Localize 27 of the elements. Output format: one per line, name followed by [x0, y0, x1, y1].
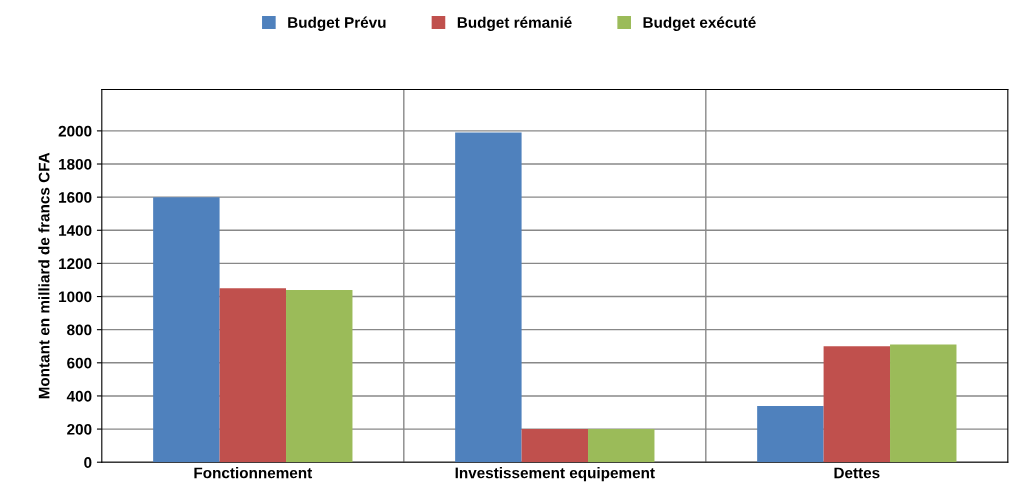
- bar: [890, 344, 957, 463]
- bar: [823, 346, 891, 463]
- y-tick-label: 1000: [59, 291, 92, 303]
- y-axis-title: Montant en milliard de francs CFA: [38, 152, 50, 399]
- y-tick-label: 0: [84, 457, 92, 468]
- bar: [219, 288, 287, 463]
- legend-label: Budget exécuté: [643, 16, 756, 31]
- x-tick-label: Fonctionnement: [194, 467, 313, 479]
- bar: [757, 405, 824, 463]
- bar: [286, 289, 353, 463]
- bar: [455, 132, 522, 463]
- y-tick-label: 2000: [58, 125, 92, 137]
- y-tick-label: 400: [66, 390, 92, 402]
- bar: [521, 429, 589, 463]
- legend-label: Budget rémanié: [457, 16, 572, 31]
- bar: [588, 429, 655, 463]
- y-tick-label: 1400: [59, 225, 92, 236]
- y-tick-label: 600: [67, 357, 92, 369]
- legend-label: Budget Prévu: [288, 16, 386, 31]
- bar: [153, 197, 220, 463]
- x-tick-label: Dettes: [834, 467, 880, 479]
- y-tick-label: 1600: [59, 192, 92, 203]
- y-tick-label: 200: [67, 423, 92, 435]
- y-tick-label: 1200: [59, 258, 92, 270]
- y-tick-label: 800: [67, 324, 92, 336]
- y-tick-label: 1800: [59, 158, 92, 170]
- x-tick-label: Investissement equipement: [455, 467, 655, 482]
